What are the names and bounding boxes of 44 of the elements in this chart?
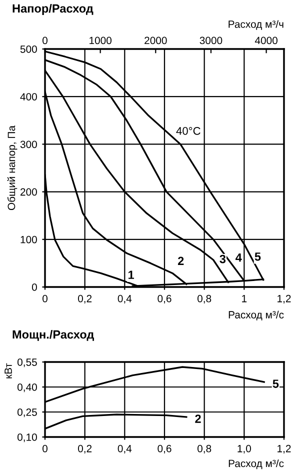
series-label: 2 xyxy=(195,414,201,423)
x-tick-label: 0 xyxy=(42,294,48,302)
x-axis-title: Расход м³/с xyxy=(228,460,284,470)
y-tick-label: 400 xyxy=(20,93,37,100)
x-tick-label: 0,4 xyxy=(118,294,132,304)
y-tick-label: 0,40 xyxy=(17,384,37,392)
x2-tick-label: 2000 xyxy=(144,36,167,44)
series-label: 3 xyxy=(220,254,226,264)
x2-tick-label: 3000 xyxy=(200,36,222,44)
x2-tick-label: 4000 xyxy=(254,36,278,44)
series-label: 2 xyxy=(178,256,184,265)
x-tick-label: 1 xyxy=(242,295,247,302)
x-tick-label: 0,4 xyxy=(118,444,132,454)
annotation: 40°C xyxy=(176,126,200,135)
x-tick-label: 0,2 xyxy=(78,444,92,454)
x-tick-label: 0,8 xyxy=(198,444,212,454)
y-axis-title: кВт xyxy=(4,363,12,378)
series-label: 1 xyxy=(128,270,134,279)
series-label: 5 xyxy=(254,252,261,261)
series-label: 4 xyxy=(236,254,242,262)
y-tick-label: 0,55 xyxy=(17,358,37,368)
chart-title: Напор/Расход xyxy=(12,4,94,16)
x2-tick-label: 0 xyxy=(42,36,48,44)
x-tick-label: 1,2 xyxy=(278,444,291,454)
x-tick-label: 0,6 xyxy=(158,294,172,304)
x2-tick-label: 1000 xyxy=(90,36,112,44)
x2-axis-title: Расход м³/ч xyxy=(228,20,284,30)
x-axis-title: Расход м³/с xyxy=(228,310,284,320)
x-tick-label: 0 xyxy=(42,444,48,452)
series-label: 5 xyxy=(272,380,279,388)
x-tick-label: 1,0 xyxy=(238,444,251,454)
y-tick-label: 0,25 xyxy=(17,408,37,418)
x-tick-label: 0,8 xyxy=(198,294,212,304)
y-tick-label: 200 xyxy=(20,188,37,196)
x-tick-label: 0,6 xyxy=(158,444,172,454)
x-tick-label: 0,2 xyxy=(78,294,92,304)
y-tick-label: 0,10 xyxy=(17,434,37,442)
y-axis-title: Общий напор, Па xyxy=(7,125,18,210)
y-tick-label: 500 xyxy=(20,46,37,53)
chart-title: Мощн./Расход xyxy=(12,330,94,341)
y-tick-label: 0 xyxy=(32,284,37,291)
y-tick-label: 100 xyxy=(20,236,37,244)
y-tick-label: 300 xyxy=(20,140,37,148)
x-tick-label: 1,2 xyxy=(278,294,291,304)
